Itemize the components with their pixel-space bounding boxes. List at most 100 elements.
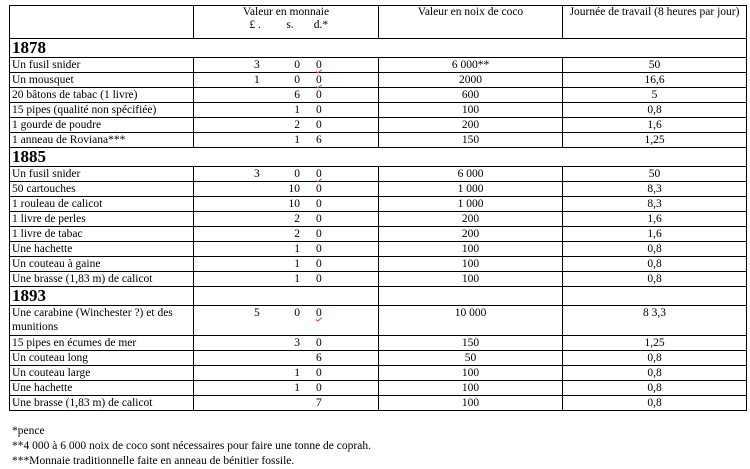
money-cell: 3 0 0 [193,166,379,182]
coco-cell: 100 [378,271,563,287]
empty-cell [193,286,379,306]
work-cell: 0,8 [562,271,747,287]
item-cell: Une brasse (1,83 m) de calicot [9,271,194,287]
pence-value: 0 [316,213,322,225]
money-cell: 10 0 [193,181,379,197]
money-cell: 6 [193,350,379,366]
coco-cell: 2000 [378,72,563,88]
shillings-value: 0 [294,168,300,180]
table-row: Un couteau large 1 0 100 0,8 [9,365,747,381]
work-cell: 1,6 [562,117,747,133]
footnote-coprah: **4 000 à 6 000 noix de coco sont nécess… [12,440,371,452]
pounds-value: 3 [254,59,260,71]
header-work: Journée de travail (8 heures par jour) [562,5,747,39]
item-cell: Une brasse (1,83 m) de calicot [9,395,194,411]
pence-value: 6 [316,352,322,364]
pence-value: 0 [316,119,322,131]
table-row: Un fusil snider 3 0 0 6 000** 50 [9,57,747,73]
work-cell: 0,8 [562,350,747,366]
item-cell: Une carabine (Winchester ?) et des munit… [9,305,194,336]
pence-value: 0 [316,228,322,240]
pence-value: 0 [316,168,322,180]
table-row: 1 anneau de Roviana*** 1 6 150 1,25 [9,132,747,148]
table-row: 20 bâtons de tabac (1 livre) 6 0 600 5 [9,87,747,103]
coco-cell: 10 000 [378,305,563,336]
shillings-value: 6 [294,89,300,101]
pounds-value: 5 [254,307,260,319]
work-cell: 8,3 [562,196,747,212]
coco-cell: 200 [378,226,563,242]
work-cell: 50 [562,57,747,73]
shillings-value: 2 [294,228,300,240]
coco-cell: 100 [378,256,563,272]
table-row: 15 pipes en écumes de mer 3 0 150 1,25 [9,335,747,351]
item-cell: 15 pipes (qualité non spécifiée) [9,102,194,118]
shillings-value: 2 [294,119,300,131]
shillings-value: 10 [288,183,301,195]
pence-value: 6 [316,134,322,146]
pence-value: 0 [316,74,322,86]
shillings-value: 10 [288,198,301,210]
item-cell: 1 livre de tabac [9,226,194,242]
year-row: 1885 [9,147,747,167]
work-cell: 1,25 [562,335,747,351]
pence-value: 0 [316,382,322,394]
money-cell: 5 0 0 [193,305,379,336]
pence-value: 0 [316,307,322,319]
work-cell: 0,8 [562,380,747,396]
coco-cell: 100 [378,241,563,257]
shillings-value: 1 [294,258,300,270]
header-item [9,5,194,39]
work-cell: 0,8 [562,102,747,118]
work-cell: 0,8 [562,241,747,257]
pence-value: 0 [316,367,322,379]
work-cell: 0,8 [562,365,747,381]
empty-cell [378,286,563,306]
pence-value: 0 [316,59,322,71]
item-cell: 1 rouleau de calicot [9,196,194,212]
coco-cell: 150 [378,132,563,148]
pence-value: 0 [316,104,322,116]
work-cell: 1,6 [562,226,747,242]
table-row: 50 cartouches 10 0 1 000 8,3 [9,181,747,197]
item-cell: 1 anneau de Roviana*** [9,132,194,148]
shillings-value: 1 [294,382,300,394]
header-money: Valeur en monnaie £ . s. d.* [193,5,379,39]
money-cell: 3 0 0 [193,57,379,73]
coco-cell: 6 000** [378,57,563,73]
coco-cell: 1 000 [378,196,563,212]
table-row: Un couteau long 6 50 0,8 [9,350,747,366]
item-cell: 50 cartouches [9,181,194,197]
money-cell: 10 0 [193,196,379,212]
header-money-label: Valeur en monnaie [242,6,330,18]
table-row: 1 livre de tabac 2 0 200 1,6 [9,226,747,242]
item-cell: Une hachette [9,241,194,257]
unit-pounds: £ . [249,19,261,31]
header-row: Valeur en monnaie £ . s. d.* Valeur en n… [9,5,747,39]
item-cell: Un fusil snider [9,57,194,73]
work-cell: 8 3,3 [562,305,747,336]
table-row: 1 livre de perles 2 0 200 1,6 [9,211,747,227]
pence-value: 0 [316,337,322,349]
year-heading: 1885 [9,147,747,167]
pence-value: 0 [316,198,322,210]
shillings-value: 1 [294,367,300,379]
shillings-value: 1 [294,104,300,116]
work-cell: 50 [562,166,747,182]
work-cell: 16,6 [562,72,747,88]
coco-cell: 200 [378,211,563,227]
pence-value: 0 [316,243,322,255]
coco-cell: 100 [378,380,563,396]
year-heading: 1893 [9,286,194,306]
item-cell: Un couteau à gaine [9,256,194,272]
shillings-value: 0 [294,59,300,71]
table-row: 1 rouleau de calicot 10 0 1 000 8,3 [9,196,747,212]
